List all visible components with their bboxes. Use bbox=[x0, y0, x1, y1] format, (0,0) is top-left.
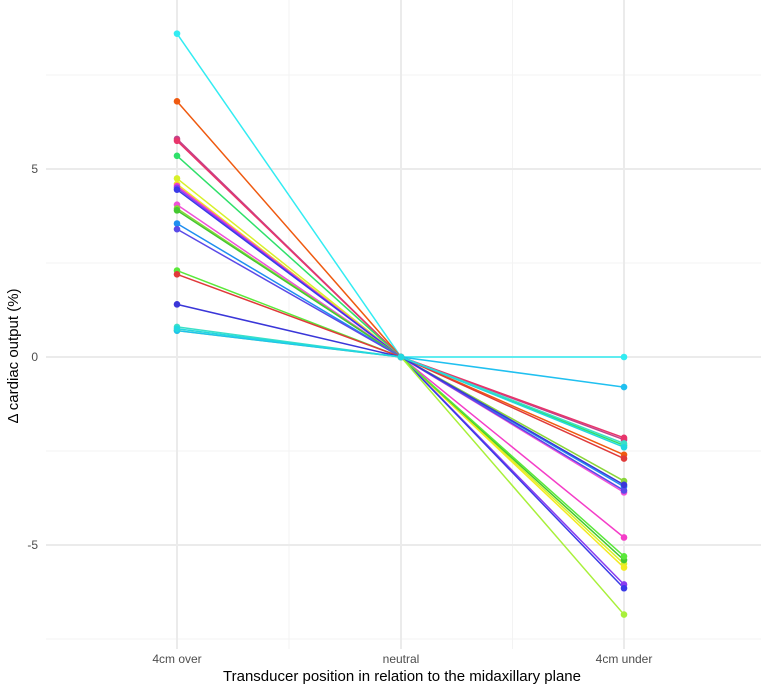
data-point bbox=[620, 443, 628, 451]
data-point bbox=[173, 137, 181, 145]
data-point bbox=[620, 534, 628, 541]
data-point bbox=[620, 487, 628, 494]
x-tick-label: 4cm under bbox=[596, 652, 653, 666]
data-point bbox=[173, 270, 181, 278]
x-tick-label: 4cm over bbox=[152, 652, 201, 666]
data-point bbox=[620, 584, 628, 592]
data-point bbox=[620, 564, 628, 571]
data-point bbox=[620, 552, 628, 560]
data-point bbox=[620, 434, 628, 442]
data-point bbox=[173, 325, 181, 333]
data-point bbox=[173, 152, 181, 160]
data-point bbox=[397, 353, 405, 361]
data-point bbox=[620, 353, 628, 361]
data-point bbox=[620, 455, 628, 462]
data-point bbox=[173, 175, 181, 182]
data-point bbox=[173, 220, 181, 227]
data-point bbox=[173, 225, 181, 233]
data-point bbox=[620, 611, 628, 618]
grid-layer bbox=[46, 0, 761, 649]
y-tick-label: -5 bbox=[27, 538, 38, 552]
y-tick-label: 5 bbox=[31, 162, 38, 176]
data-point bbox=[620, 383, 628, 391]
data-point bbox=[173, 207, 181, 214]
data-point bbox=[173, 30, 181, 37]
x-axis-title: Transducer position in relation to the m… bbox=[223, 668, 581, 685]
data-point bbox=[173, 98, 181, 105]
y-axis-title: Δ cardiac output (%) bbox=[5, 288, 22, 423]
data-point bbox=[620, 481, 628, 489]
data-point bbox=[173, 301, 181, 308]
x-tick-label: neutral bbox=[383, 652, 420, 666]
tick-labels: -5 0 5 4cm over neutral 4cm under bbox=[27, 162, 652, 666]
y-tick-label: 0 bbox=[31, 350, 38, 364]
data-point bbox=[173, 186, 181, 193]
series-points bbox=[173, 30, 628, 618]
